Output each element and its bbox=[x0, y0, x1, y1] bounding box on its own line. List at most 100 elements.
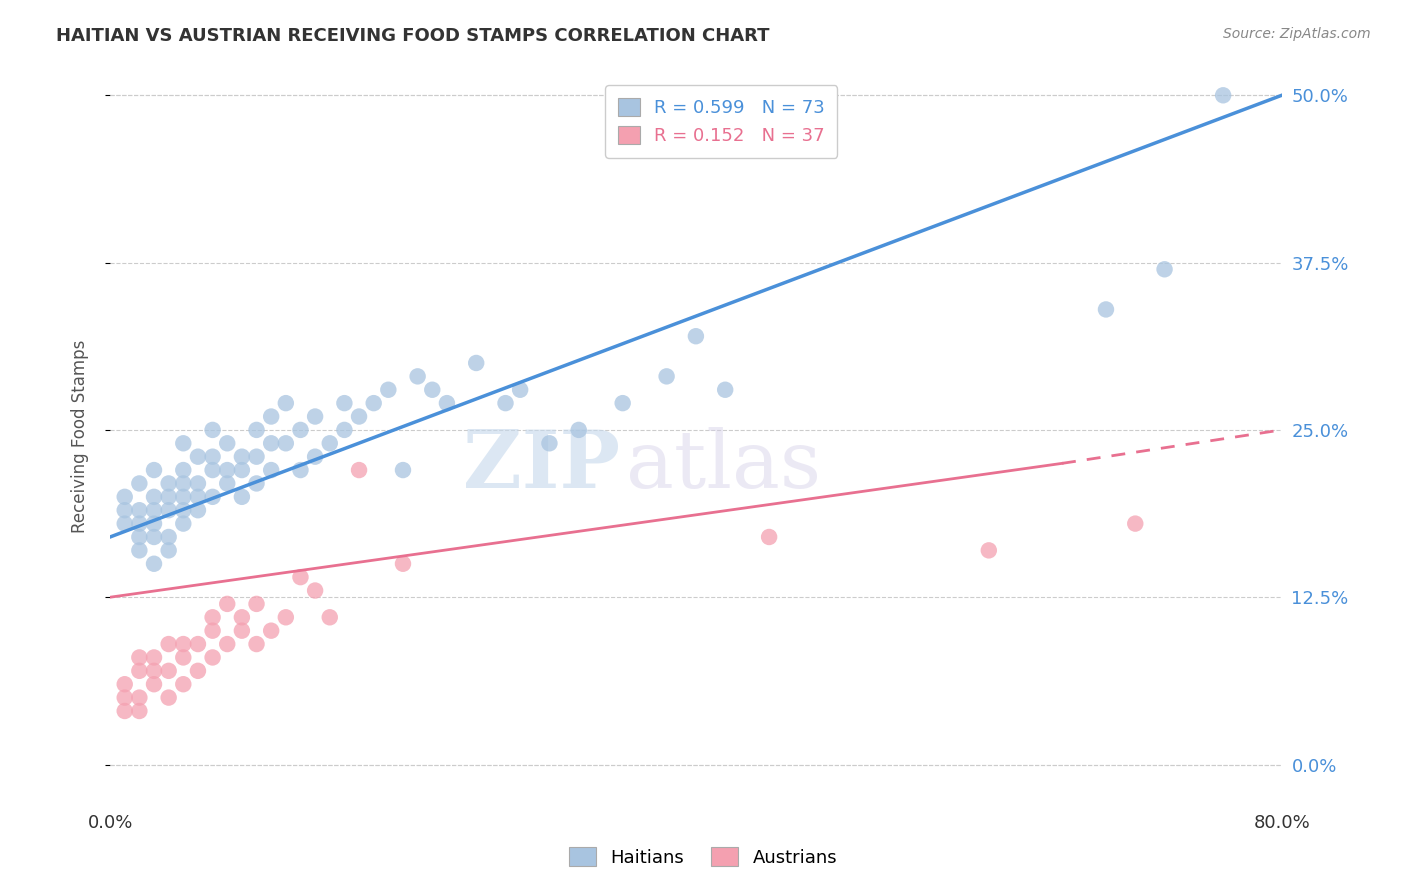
Point bbox=[245, 450, 267, 464]
Point bbox=[260, 463, 283, 477]
Point bbox=[201, 650, 224, 665]
Point bbox=[157, 503, 180, 517]
Point bbox=[143, 503, 166, 517]
Point bbox=[217, 637, 239, 651]
Point bbox=[1153, 262, 1175, 277]
Point bbox=[290, 423, 312, 437]
Point bbox=[568, 423, 591, 437]
Point bbox=[187, 503, 209, 517]
Point bbox=[420, 383, 443, 397]
Point bbox=[217, 476, 239, 491]
Point bbox=[128, 664, 150, 678]
Legend: R = 0.599   N = 73, R = 0.152   N = 37: R = 0.599 N = 73, R = 0.152 N = 37 bbox=[606, 85, 838, 158]
Point bbox=[260, 409, 283, 424]
Legend: Haitians, Austrians: Haitians, Austrians bbox=[561, 840, 845, 874]
Point bbox=[172, 490, 194, 504]
Point bbox=[436, 396, 458, 410]
Point bbox=[157, 490, 180, 504]
Point bbox=[114, 677, 136, 691]
Point bbox=[187, 450, 209, 464]
Point bbox=[157, 543, 180, 558]
Point bbox=[377, 383, 399, 397]
Point bbox=[187, 664, 209, 678]
Point bbox=[201, 463, 224, 477]
Point bbox=[274, 610, 297, 624]
Point bbox=[157, 530, 180, 544]
Point bbox=[143, 463, 166, 477]
Point bbox=[685, 329, 707, 343]
Point bbox=[465, 356, 488, 370]
Point bbox=[655, 369, 678, 384]
Point bbox=[172, 650, 194, 665]
Point bbox=[333, 423, 356, 437]
Point bbox=[201, 490, 224, 504]
Point bbox=[714, 383, 737, 397]
Point bbox=[157, 664, 180, 678]
Point bbox=[128, 543, 150, 558]
Point bbox=[612, 396, 634, 410]
Point bbox=[187, 490, 209, 504]
Point bbox=[217, 597, 239, 611]
Text: Source: ZipAtlas.com: Source: ZipAtlas.com bbox=[1223, 27, 1371, 41]
Point bbox=[245, 423, 267, 437]
Point bbox=[172, 463, 194, 477]
Point bbox=[187, 476, 209, 491]
Point bbox=[1212, 88, 1234, 103]
Point bbox=[231, 624, 253, 638]
Point bbox=[172, 436, 194, 450]
Point bbox=[172, 516, 194, 531]
Point bbox=[347, 409, 370, 424]
Point bbox=[114, 690, 136, 705]
Point bbox=[157, 637, 180, 651]
Text: ZIP: ZIP bbox=[463, 427, 620, 505]
Point bbox=[157, 690, 180, 705]
Point bbox=[977, 543, 1000, 558]
Point bbox=[347, 463, 370, 477]
Point bbox=[114, 503, 136, 517]
Point bbox=[201, 624, 224, 638]
Point bbox=[538, 436, 561, 450]
Point bbox=[217, 463, 239, 477]
Point bbox=[143, 677, 166, 691]
Point bbox=[114, 704, 136, 718]
Point bbox=[274, 396, 297, 410]
Point bbox=[274, 436, 297, 450]
Point bbox=[333, 396, 356, 410]
Point bbox=[201, 450, 224, 464]
Point bbox=[245, 597, 267, 611]
Point bbox=[201, 610, 224, 624]
Point bbox=[172, 637, 194, 651]
Point bbox=[143, 490, 166, 504]
Point bbox=[128, 704, 150, 718]
Point bbox=[231, 610, 253, 624]
Text: HAITIAN VS AUSTRIAN RECEIVING FOOD STAMPS CORRELATION CHART: HAITIAN VS AUSTRIAN RECEIVING FOOD STAMP… bbox=[56, 27, 769, 45]
Point bbox=[231, 450, 253, 464]
Point bbox=[495, 396, 517, 410]
Point bbox=[143, 557, 166, 571]
Point bbox=[217, 436, 239, 450]
Text: atlas: atlas bbox=[626, 427, 821, 505]
Point bbox=[304, 450, 326, 464]
Point bbox=[143, 664, 166, 678]
Point bbox=[260, 436, 283, 450]
Point bbox=[509, 383, 531, 397]
Point bbox=[1095, 302, 1118, 317]
Point bbox=[172, 503, 194, 517]
Point bbox=[187, 637, 209, 651]
Point bbox=[319, 610, 342, 624]
Point bbox=[319, 436, 342, 450]
Point bbox=[172, 677, 194, 691]
Point bbox=[231, 463, 253, 477]
Point bbox=[304, 409, 326, 424]
Point bbox=[128, 530, 150, 544]
Point bbox=[128, 516, 150, 531]
Point bbox=[363, 396, 385, 410]
Point bbox=[114, 516, 136, 531]
Point bbox=[128, 503, 150, 517]
Point bbox=[172, 476, 194, 491]
Point bbox=[143, 530, 166, 544]
Point bbox=[143, 516, 166, 531]
Point bbox=[304, 583, 326, 598]
Point bbox=[143, 650, 166, 665]
Point bbox=[392, 463, 415, 477]
